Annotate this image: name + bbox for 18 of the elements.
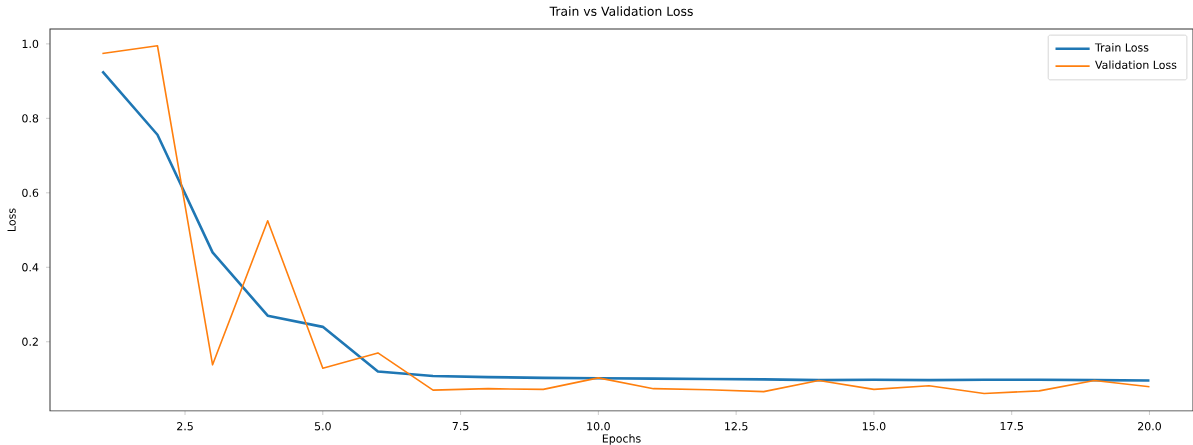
x-tick-label: 15.0 xyxy=(862,422,886,431)
x-tick-label: 17.5 xyxy=(1000,422,1023,431)
y-tick-label: 0.4 xyxy=(22,263,39,272)
y-tick-label: 0.6 xyxy=(22,188,39,197)
chart-title: Train vs Validation Loss xyxy=(549,6,693,16)
x-tick-label: 10.0 xyxy=(587,422,610,431)
y-tick-label: 0.2 xyxy=(22,337,38,346)
legend-label: Validation Loss xyxy=(1095,60,1177,69)
y-tick-label: 0.8 xyxy=(22,114,39,123)
x-tick-label: 7.5 xyxy=(452,422,469,431)
x-axis-title: Epochs xyxy=(602,434,641,445)
legend-label: Train Loss xyxy=(1094,43,1149,52)
x-tick-label: 5.0 xyxy=(314,422,331,431)
y-tick-label: 1.0 xyxy=(22,39,39,49)
y-axis-title: Loss xyxy=(7,208,16,231)
x-tick-label: 20.0 xyxy=(1138,422,1161,431)
x-tick-label: 12.5 xyxy=(725,422,748,431)
x-tick-label: 2.5 xyxy=(177,422,193,431)
